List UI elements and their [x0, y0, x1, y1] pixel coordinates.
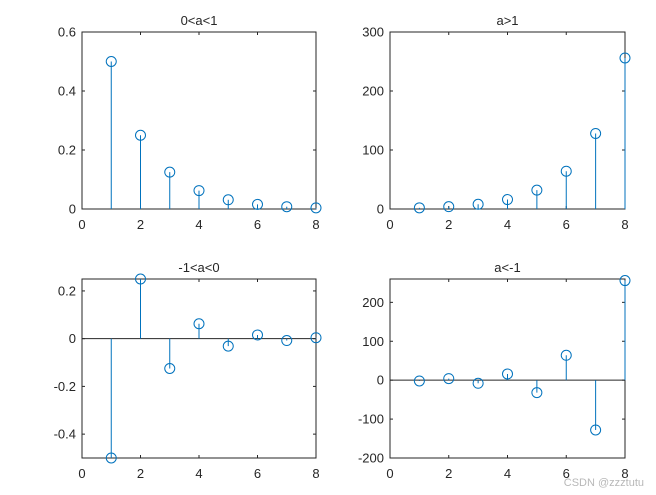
stem-marker: [193, 318, 205, 330]
stem-marker: [105, 452, 117, 464]
y-tick-label: -0.4: [54, 427, 76, 442]
stem-marker: [281, 335, 293, 347]
y-tick-label: -0.2: [54, 379, 76, 394]
y-tick-label: 100: [362, 143, 384, 158]
stem-marker: [413, 202, 425, 214]
stem-marker: [164, 166, 176, 178]
y-tick-label: -200: [358, 451, 384, 466]
x-tick-label: 0: [386, 217, 393, 232]
x-tick-label: 2: [445, 217, 452, 232]
subplot-bottom-left: -1<a<0 0 2 4 6 8 -0.4 -0.2 0 0.2: [54, 260, 322, 481]
stem-marker: [413, 375, 425, 387]
stem-marker: [252, 329, 263, 341]
stem-marker: [443, 201, 455, 213]
stem-marker: [164, 363, 176, 374]
stem-marker: [531, 184, 543, 196]
x-tick-label: 2: [137, 466, 144, 481]
subplot-top-right: a>1 0 2 4 6 8 0 100 200 300: [362, 13, 631, 232]
stem-marker: [310, 332, 322, 344]
stem-marker: [135, 129, 146, 141]
stem-marker: [135, 273, 146, 285]
y-tick-label: -100: [358, 412, 384, 427]
x-tick-label: 2: [445, 466, 452, 481]
y-tick-label: 300: [362, 25, 384, 40]
x-tick-label: 6: [563, 466, 570, 481]
stem-marker: [531, 387, 543, 399]
stem-marker: [443, 373, 455, 385]
stem-marker: [310, 202, 322, 214]
subplot-bottom-right: a<-1 0 2 4 6 8 -200 -100 0 100 200: [358, 260, 631, 481]
watermark: CSDN @zzztutu: [563, 477, 644, 489]
x-tick-label: 6: [563, 217, 570, 232]
y-tick-label: 0.6: [58, 25, 76, 40]
x-tick-label: 2: [137, 217, 144, 232]
subplot-title-bottom-right: a<-1: [494, 260, 520, 275]
x-tick-label: 4: [195, 466, 202, 481]
stem-marker: [472, 198, 484, 210]
stem-marker: [281, 201, 293, 213]
stem-marker: [105, 56, 117, 67]
x-tick-label: 6: [254, 217, 261, 232]
y-tick-label: 100: [362, 334, 384, 349]
x-tick-label: 0: [78, 466, 85, 481]
y-tick-label: 0: [377, 202, 384, 217]
x-tick-label: 4: [195, 217, 202, 232]
subplot-title-top-left: 0<a<1: [181, 13, 218, 28]
stem-marker: [560, 165, 572, 177]
y-tick-label: 200: [362, 295, 384, 310]
y-tick-label: 0: [377, 373, 384, 388]
x-tick-label: 4: [504, 217, 511, 232]
y-tick-label: 0: [69, 202, 76, 217]
stem-marker: [560, 349, 572, 361]
stem-marker: [502, 368, 513, 380]
x-tick-label: 8: [312, 466, 319, 481]
stem-marker: [252, 198, 263, 210]
x-tick-label: 0: [78, 217, 85, 232]
y-tick-label: 0.2: [58, 283, 76, 298]
x-tick-label: 8: [621, 466, 628, 481]
x-tick-label: 8: [312, 217, 319, 232]
stem-marker: [193, 185, 205, 197]
stem-marker: [619, 52, 631, 64]
stem-marker: [619, 275, 631, 287]
stem-marker: [472, 377, 484, 389]
y-tick-label: 0.2: [58, 143, 76, 158]
stem-marker: [590, 127, 602, 139]
x-tick-label: 6: [254, 466, 261, 481]
stem-marker: [502, 194, 513, 206]
stem-marker: [222, 340, 234, 352]
y-tick-label: 200: [362, 84, 384, 99]
x-tick-label: 8: [621, 217, 628, 232]
subplot-title-bottom-left: -1<a<0: [178, 260, 219, 275]
y-tick-label: 0: [69, 331, 76, 346]
x-tick-label: 0: [386, 466, 393, 481]
stem-marker: [590, 424, 602, 436]
y-tick-label: 0.4: [58, 84, 76, 99]
x-tick-label: 4: [504, 466, 511, 481]
subplot-title-top-right: a>1: [496, 13, 518, 28]
stem-marker: [222, 194, 234, 206]
subplot-top-left: 0<a<1 0 2 4 6 8 0 0.2 0.4 0.6: [58, 13, 322, 232]
